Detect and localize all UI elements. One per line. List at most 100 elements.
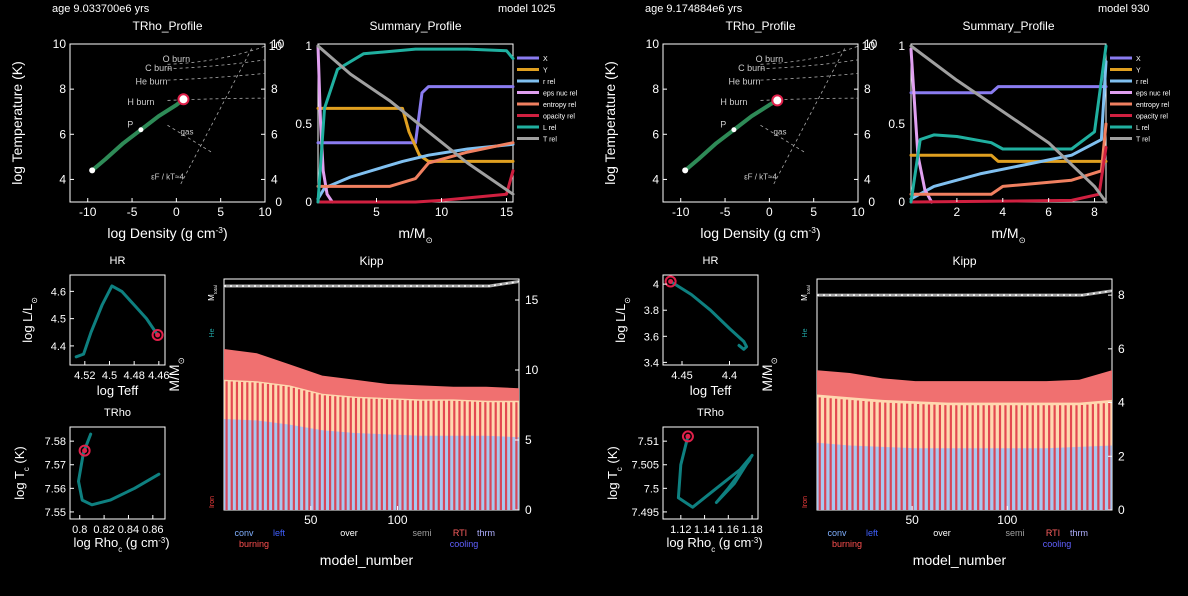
right-trho-profile-ann-heburn: He burn — [729, 77, 761, 87]
right-trho-x-ticklabel-3: 1.18 — [741, 524, 762, 536]
right-summary-profile-series-r-rel — [909, 60, 1108, 201]
right-hr-y-ticklabel-0: 3.4 — [644, 357, 659, 369]
left-hr-track — [74, 284, 160, 359]
left-summary-profile-left-outer-1: 10 — [269, 39, 283, 53]
left-trho-profile-ann-degeneracy: εF / kT≈4 — [151, 172, 184, 181]
left-trho-profile-frame — [69, 43, 266, 203]
right-trho-profile-mid-point — [731, 127, 737, 133]
right-trho-profile-x-ticklabel-0: -10 — [672, 205, 690, 219]
right-trho-profile-y2-rticklabel-3: 10 — [864, 37, 878, 51]
left-summary-profile-series-r-rel — [316, 142, 515, 201]
left-summary-profile-legend-text-0: X — [543, 56, 548, 63]
left-trho-profile-degeneracy-line — [180, 48, 253, 185]
left-summary-profile-title: Summary_Profile — [369, 19, 461, 33]
right-hr-title: HR — [703, 255, 719, 267]
left-hr-x-ticklabel-0: 4.52 — [74, 370, 95, 382]
right-trho-xlabel-part-3: -3 — [751, 536, 758, 545]
right-hr-ylabel-part-1: ⊙ — [623, 297, 632, 304]
right-kipp-legend-conv: conv — [827, 528, 847, 538]
right-trho-x-ticklabel-1: 1.14 — [694, 524, 715, 536]
left-trho-xlabel-part-1: c — [118, 545, 122, 554]
right-hr-ylabel-part-0: log L/L — [613, 304, 628, 343]
left-kipp-ylabel-part-0: M/M — [166, 364, 182, 391]
right-kipp-y-rticklabel-4: 8 — [1118, 288, 1125, 302]
left-trho-x-ticklabel-0: 0.8 — [72, 524, 87, 536]
left-trho-profile-y-ticklabel-3: 10 — [53, 37, 67, 51]
right-summary-profile-legend-text-7: T rel — [1136, 137, 1150, 144]
left-trho-profile-ann-cburn: C burn — [145, 63, 172, 73]
left-hr-ylabel-part-1: ⊙ — [30, 297, 39, 304]
right-trho-profile-y2-rticklabel-1: 6 — [864, 127, 871, 141]
right-kipp-mtotal-label-part-0: M — [800, 294, 809, 301]
left-summary-profile-x-ticklabel-1: 10 — [435, 205, 449, 219]
right-trho-y-ticklabel-3: 7.51 — [638, 436, 659, 448]
left-kipp-x-ticklabel-0: 50 — [304, 513, 318, 527]
left-summary-profile-legend-text-6: L rel — [543, 125, 557, 132]
right-trho-xlabel-part-4: ) — [758, 535, 762, 550]
right-trho-profile-y2-rticklabel-2: 8 — [864, 82, 871, 96]
right-summary-profile-series-opacity-rel — [909, 145, 1108, 204]
right-trho-profile-center-marker — [771, 94, 784, 107]
right-hr-current-ring — [664, 275, 677, 288]
right-trho-frame — [662, 426, 759, 520]
model-label-right: model 930 — [1098, 3, 1150, 15]
left-summary-profile-lticklabel-0: 0 — [305, 195, 312, 209]
right-trho-profile-xlabel: log Density (g cm-3) — [700, 225, 820, 241]
left-kipp-mtotal-label-part-1: total — [213, 285, 219, 294]
right-trho-profile-surface-point — [682, 167, 689, 174]
left-trho-ylabel-part-0: log T — [12, 471, 27, 500]
left-trho-y-ticklabel-0: 7.55 — [45, 507, 66, 519]
right-kipp-legend-RTI: RTI — [1046, 528, 1060, 538]
right-summary-profile-legend-text-5: opacity rel — [1136, 114, 1168, 121]
right-hr-xlabel: log Teff — [690, 383, 732, 398]
right-summary-profile-title: Summary_Profile — [962, 19, 1054, 33]
left-trho-x-ticklabel-2: 0.84 — [118, 524, 139, 536]
left-trho-profile-surface-point — [89, 167, 96, 174]
left-hr-current-ring — [151, 329, 164, 341]
left-hr-ylabel: log L/L⊙ — [20, 297, 39, 343]
left-trho-profile-y-ticklabel-1: 6 — [59, 127, 66, 141]
left-kipp-legend-conv: conv — [234, 528, 254, 538]
left-summary-profile-series-l-rel — [316, 47, 515, 204]
left-summary-profile-legend-text-3: eps nuc rel — [543, 91, 578, 98]
right-summary-profile-legend-text-4: entropy rel — [1136, 102, 1170, 109]
right-summary-profile-lticklabel-1: 0.5 — [888, 117, 905, 131]
right-kipp-y-rticklabel-2: 4 — [1118, 396, 1125, 410]
left-summary-profile-legend-text-7: T rel — [543, 137, 557, 144]
left-trho-profile-ann-hburn: H burn — [127, 97, 154, 107]
left-kipp-y-rticklabel-2: 10 — [525, 363, 539, 377]
right-trho-title: TRho — [697, 407, 724, 419]
left-summary-profile-series-t-rel — [316, 44, 515, 196]
age-label-right: age 9.174884e6 yrs — [645, 3, 743, 15]
left-trho-x-ticklabel-1: 0.82 — [93, 524, 114, 536]
right-kipp-burning-area — [817, 442, 1112, 510]
left-trho-profile-y2-rticklabel-0: 4 — [271, 172, 278, 186]
left-hr-xlabel: log Teff — [97, 383, 139, 398]
left-trho-profile-ann-gas: gas — [181, 127, 194, 136]
right-hr-track — [669, 280, 749, 351]
right-trho-profile-y-ticklabel-3: 10 — [646, 37, 660, 51]
right-kipp-y-rticklabel-0: 0 — [1118, 503, 1125, 517]
right-summary-profile-series-t-rel — [909, 44, 1108, 204]
left-trho-profile-xlabel-part-2: ) — [223, 225, 228, 241]
right-kipp-mtotal-label-part-1: total — [806, 285, 812, 294]
left-summary-profile-x-ticklabel-0: 5 — [373, 205, 380, 219]
left-trho-profile-y2-rticklabel-2: 8 — [271, 82, 278, 96]
left-hr-x-ticklabel-3: 4.46 — [148, 370, 169, 382]
left-trho-profile-profile — [90, 97, 186, 173]
right-kipp-legend-over: over — [933, 528, 951, 538]
left-kipp-legend-burning: burning — [239, 539, 269, 549]
right-summary-profile-legend-text-6: L rel — [1136, 125, 1150, 132]
right-trho-profile-xlabel-part-1: -3 — [809, 225, 817, 235]
left-kipp-x-ticklabel-1: 100 — [388, 513, 408, 527]
left-kipp-mtotal-line — [224, 280, 520, 288]
right-trho-current-dot — [685, 433, 691, 439]
right-trho-profile-x-ticklabel-3: 5 — [810, 205, 817, 219]
left-trho-profile-y-ticklabel-2: 8 — [59, 82, 66, 96]
left-trho-profile-xlabel: log Density (g cm-3) — [107, 225, 227, 241]
left-hr-y-ticklabel-0: 4.4 — [51, 341, 66, 353]
right-trho-track — [676, 434, 754, 509]
left-hr-x-ticklabel-2: 4.48 — [123, 370, 144, 382]
left-kipp-legend-cooling: cooling — [450, 539, 479, 549]
